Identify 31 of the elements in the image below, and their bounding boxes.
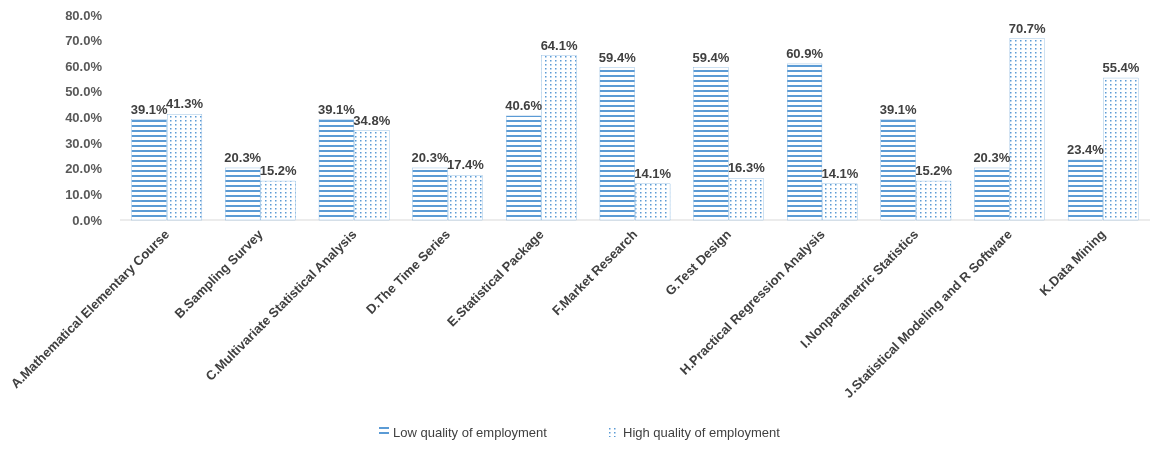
data-label: 34.8%	[353, 112, 391, 128]
y-tick-label: 70.0%	[65, 33, 103, 49]
y-tick-label: 50.0%	[65, 84, 103, 100]
data-label: 60.9%	[786, 45, 824, 61]
data-label: 59.4%	[598, 49, 637, 65]
data-label: 15.2%	[259, 163, 298, 179]
data-label: 16.3%	[727, 160, 766, 176]
data-label: 20.3%	[411, 149, 449, 165]
data-label: 20.3%	[973, 149, 1011, 165]
y-tick-label: 40.0%	[65, 110, 103, 126]
legend-label: Low quality of employment	[393, 424, 548, 440]
y-tick-label: 0.0%	[72, 212, 103, 228]
data-label: 64.1%	[540, 37, 578, 53]
data-label: 41.3%	[166, 96, 204, 112]
legend-label: High quality of employment	[623, 424, 781, 440]
data-label: 15.2%	[915, 163, 953, 179]
data-label: 23.4%	[1067, 142, 1105, 158]
data-label: 39.1%	[879, 101, 918, 117]
y-tick-label: 60.0%	[65, 58, 103, 74]
y-tick-label: 80.0%	[65, 7, 103, 23]
data-label: 14.1%	[634, 165, 672, 181]
data-label: 39.1%	[317, 101, 356, 117]
data-label: 70.7%	[1008, 20, 1047, 36]
y-tick-label: 20.0%	[65, 161, 103, 177]
data-label: 20.3%	[224, 149, 262, 165]
y-tick-label: 30.0%	[65, 135, 103, 151]
data-label: 55.4%	[1102, 60, 1140, 76]
y-tick-label: 10.0%	[65, 186, 103, 202]
data-label: 14.1%	[821, 165, 859, 181]
data-label: 40.6%	[505, 97, 543, 113]
data-label: 59.4%	[692, 49, 730, 65]
